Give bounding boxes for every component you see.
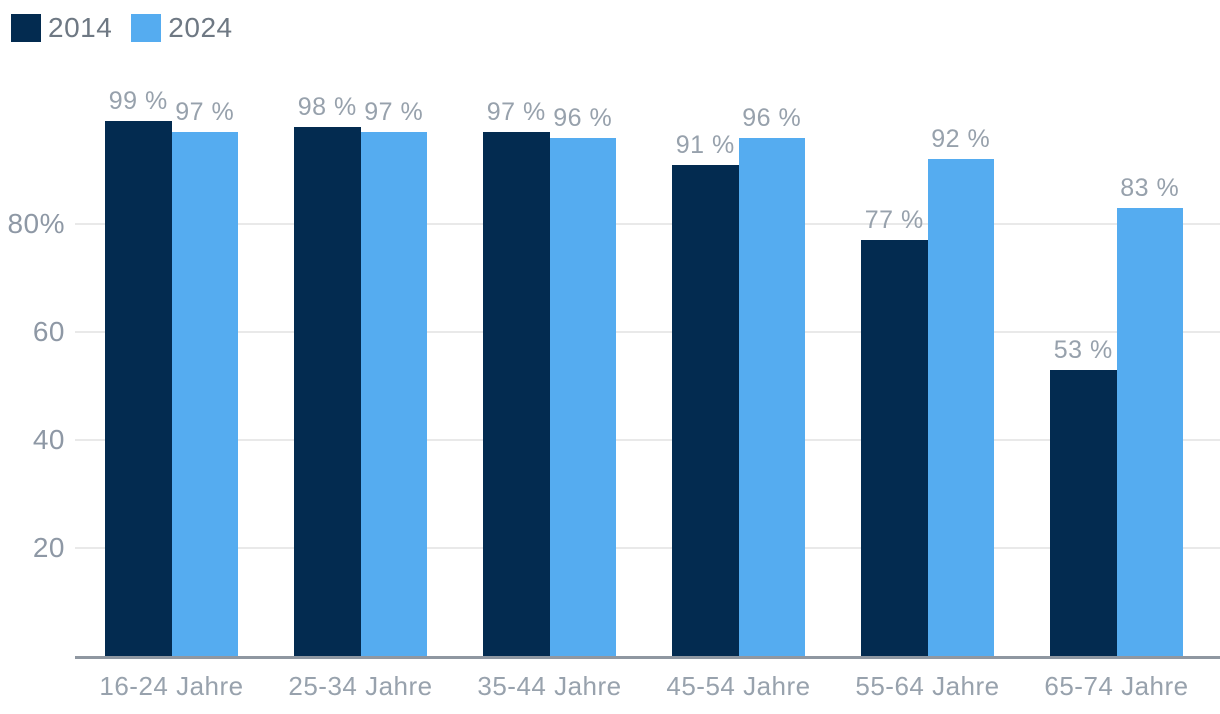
- x-axis-category-label: 25-34 Jahre: [288, 671, 433, 701]
- bar-2024: [1116, 207, 1183, 656]
- bar-2014: [294, 126, 361, 656]
- x-axis-line: [75, 656, 1220, 659]
- bar-2024: [171, 132, 238, 656]
- x-axis-category-label: 16-24 Jahre: [99, 671, 244, 701]
- bar-value-label-2014: 53 %: [1053, 335, 1113, 364]
- bar-value-label-2024: 92 %: [931, 125, 991, 154]
- bar-value-label-2014: 77 %: [864, 206, 924, 235]
- bar-value-label-2024: 96 %: [553, 103, 613, 132]
- bar-2024: [360, 132, 427, 656]
- x-axis-category-label: 65-74 Jahre: [1044, 671, 1189, 701]
- bar-2014: [861, 240, 928, 656]
- bar-2024: [927, 159, 994, 656]
- bar-value-label-2024: 97 %: [364, 98, 424, 127]
- bar-2014: [105, 121, 172, 656]
- legend-swatch-2014: [11, 14, 41, 42]
- legend-item-2014: 2014: [11, 13, 112, 43]
- bar-2014: [483, 132, 550, 656]
- bar-2024: [549, 137, 616, 656]
- bar-value-label-2024: 83 %: [1120, 173, 1180, 202]
- x-axis-category-label: 45-54 Jahre: [666, 671, 811, 701]
- legend-label-2014: 2014: [48, 12, 113, 43]
- legend-label-2024: 2024: [168, 12, 233, 43]
- legend-item-2024: 2024: [131, 13, 232, 43]
- y-axis-tick-label: 40: [32, 424, 65, 455]
- bar-2024: [738, 137, 805, 656]
- bar-value-label-2014: 98 %: [297, 92, 357, 121]
- bar-value-label-2014: 99 %: [108, 87, 168, 116]
- y-axis-tick-label: 20: [32, 532, 65, 563]
- gridline-80: [75, 223, 1220, 225]
- bar-value-label-2024: 97 %: [175, 98, 235, 127]
- x-axis-category-label: 55-64 Jahre: [855, 671, 1000, 701]
- gridline-40: [75, 439, 1220, 441]
- y-axis-tick-label: 80%: [7, 208, 65, 239]
- bar-2014: [672, 164, 739, 656]
- chart-legend: 2014 2024: [11, 13, 233, 43]
- bar-value-label-2024: 96 %: [742, 103, 802, 132]
- gridline-60: [75, 331, 1220, 333]
- bar-value-label-2014: 91 %: [675, 130, 735, 159]
- legend-swatch-2024: [131, 14, 162, 42]
- x-axis-category-label: 35-44 Jahre: [477, 671, 622, 701]
- y-axis-tick-label: 60: [32, 316, 65, 347]
- bar-2014: [1050, 369, 1117, 656]
- bar-value-label-2014: 97 %: [486, 98, 546, 127]
- gridline-20: [75, 547, 1220, 549]
